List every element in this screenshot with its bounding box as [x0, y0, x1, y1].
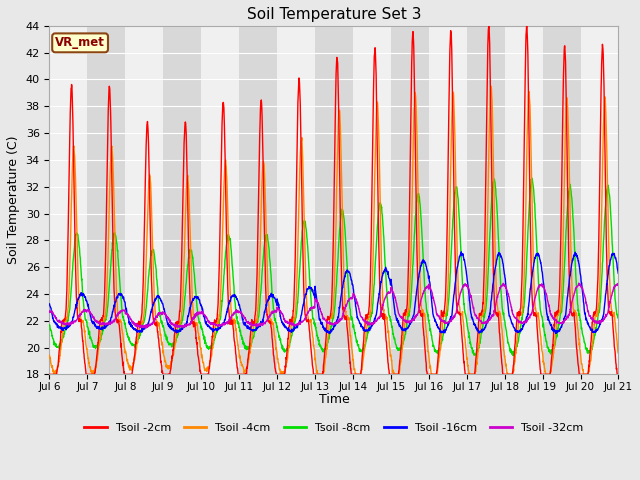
Bar [467, 26, 505, 374]
Bar [315, 26, 353, 374]
Bar [49, 26, 88, 374]
Title: Soil Temperature Set 3: Soil Temperature Set 3 [247, 7, 421, 22]
Bar [543, 26, 580, 374]
Bar [88, 26, 125, 374]
Y-axis label: Soil Temperature (C): Soil Temperature (C) [7, 136, 20, 264]
Text: VR_met: VR_met [55, 36, 105, 49]
X-axis label: Time: Time [319, 394, 349, 407]
Bar [277, 26, 315, 374]
Bar [163, 26, 201, 374]
Legend: Tsoil -2cm, Tsoil -4cm, Tsoil -8cm, Tsoil -16cm, Tsoil -32cm: Tsoil -2cm, Tsoil -4cm, Tsoil -8cm, Tsoi… [80, 418, 588, 437]
Bar [429, 26, 467, 374]
Bar [391, 26, 429, 374]
Bar [239, 26, 277, 374]
Bar [618, 26, 640, 374]
Bar [505, 26, 543, 374]
Bar [125, 26, 163, 374]
Bar [580, 26, 618, 374]
Bar [353, 26, 391, 374]
Bar [201, 26, 239, 374]
